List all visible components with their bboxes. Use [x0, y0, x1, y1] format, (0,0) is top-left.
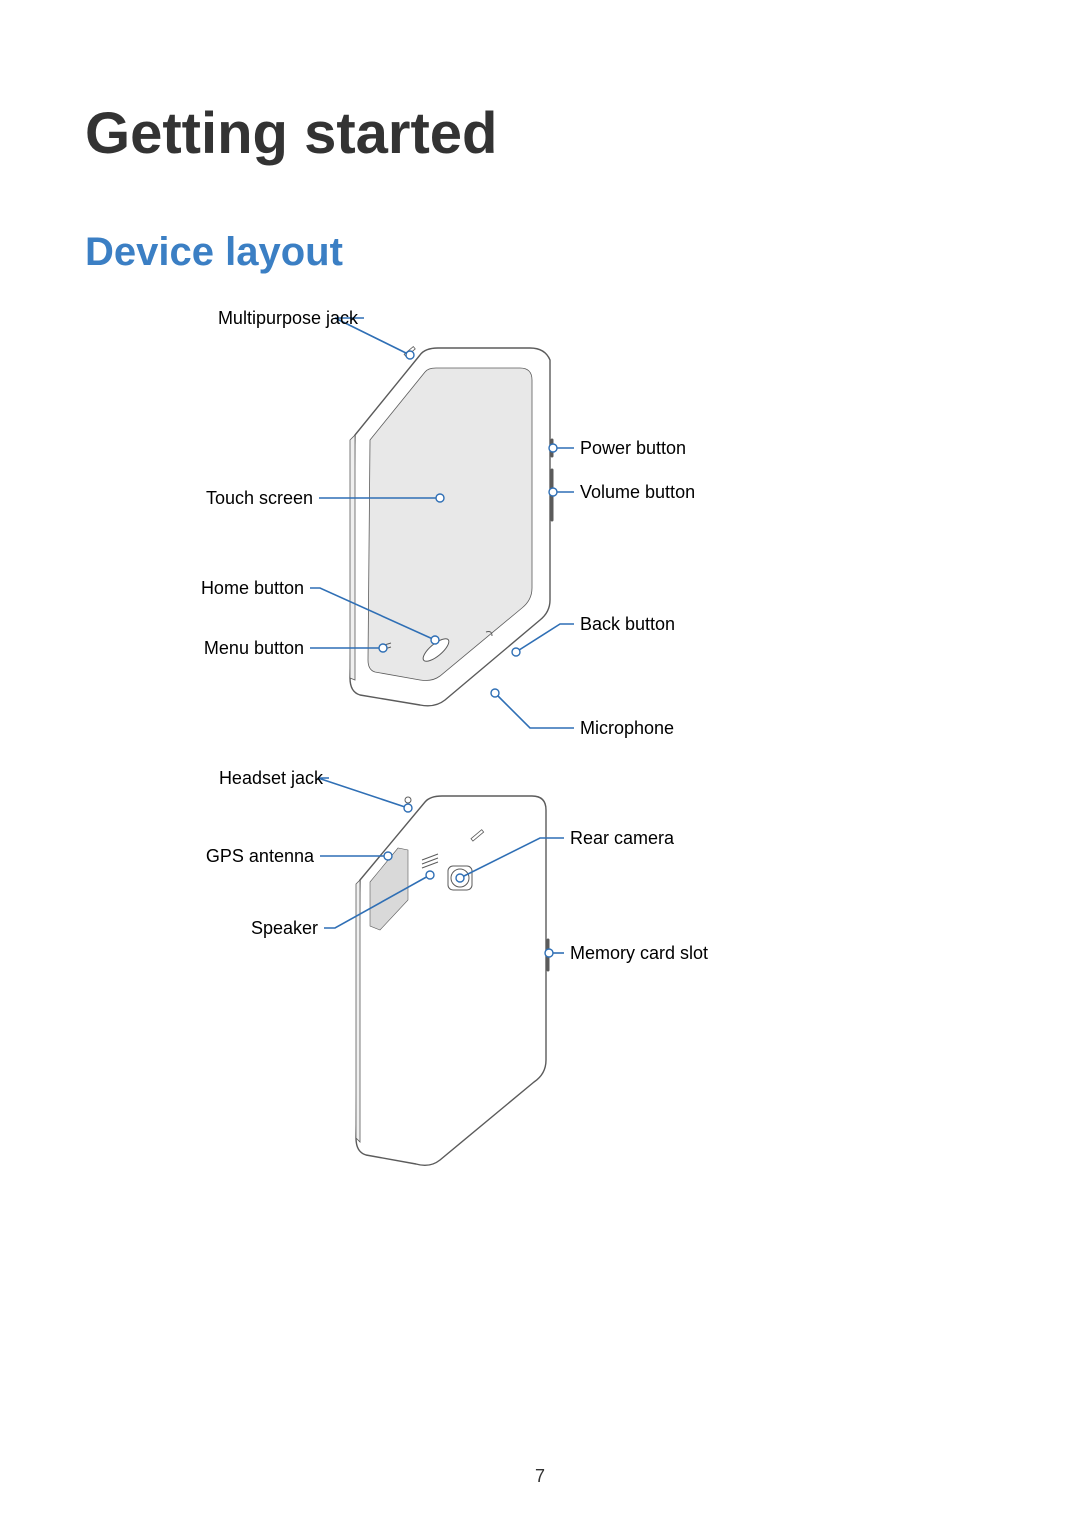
callout-back_button: Back button — [580, 614, 675, 635]
callout-multipurpose_jack: Multipurpose jack — [218, 308, 358, 329]
callout-volume_button: Volume button — [580, 482, 695, 503]
callout-power_button: Power button — [580, 438, 686, 459]
callout-speaker: Speaker — [251, 918, 318, 939]
page: Getting started Device layout 7 Multipur… — [0, 0, 1080, 1527]
callout-rear_camera: Rear camera — [570, 828, 674, 849]
callout-menu_button: Menu button — [204, 638, 304, 659]
section-heading: Device layout — [85, 230, 343, 275]
page-number: 7 — [0, 1466, 1080, 1487]
callout-gps_antenna: GPS antenna — [206, 846, 314, 867]
callout-home_button: Home button — [201, 578, 304, 599]
page-title: Getting started — [85, 100, 498, 167]
callout-touch_screen: Touch screen — [206, 488, 313, 509]
callout-headset_jack: Headset jack — [219, 768, 323, 789]
callout-memory_card_slot: Memory card slot — [570, 943, 708, 964]
callout-microphone: Microphone — [580, 718, 674, 739]
